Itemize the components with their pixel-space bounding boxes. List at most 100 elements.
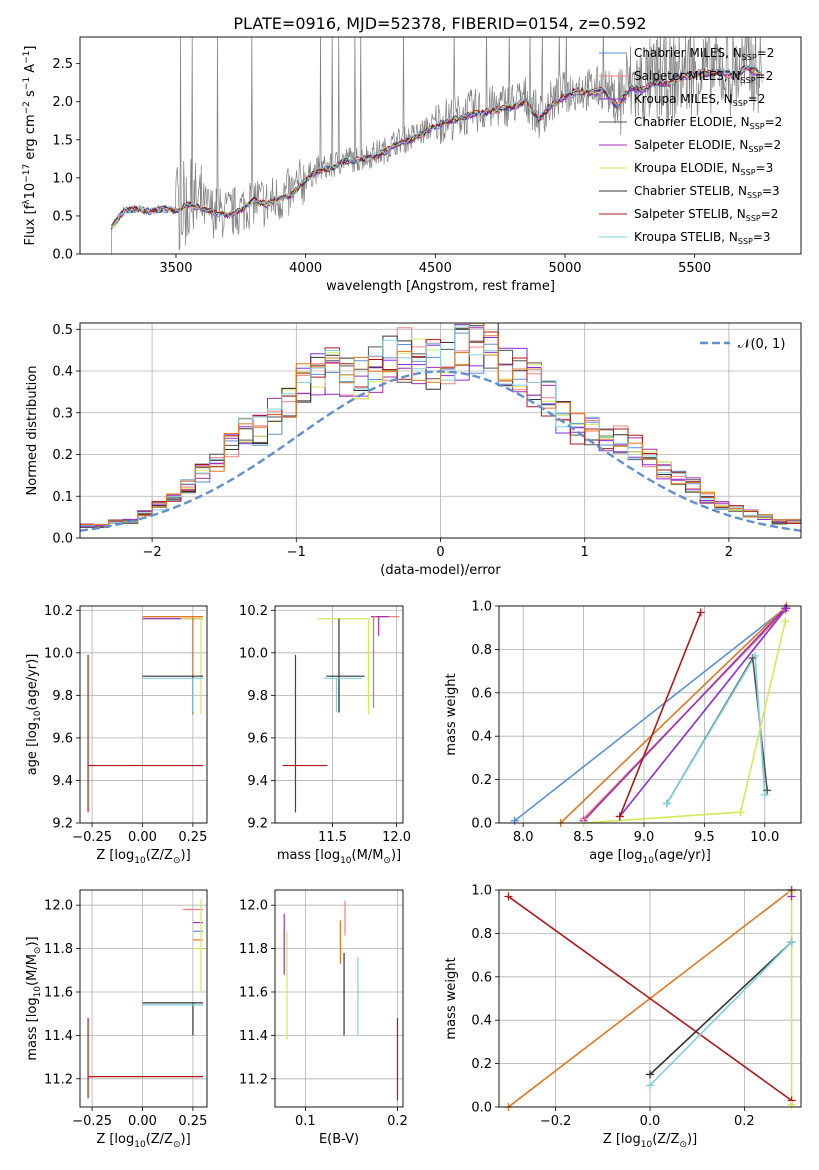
x-axis-label: wavelength [Angstrom, rest frame]: [326, 279, 555, 294]
panel-weight-vs-age: 8.0 8.5 9.0 9.5 10.0 0.0 0.2 0.4 0.6 0.8 1.0 age [l…: [444, 600, 802, 866]
y-tick-label: 0.5: [52, 323, 73, 338]
x-tick-label: 1: [581, 545, 589, 560]
y-axis-label: Normed distribution: [25, 366, 40, 496]
weight-marker: [736, 808, 745, 817]
y-axis-label: mass weight: [444, 673, 459, 755]
weight-line: [514, 607, 786, 822]
y-tick-label: 0.5: [52, 209, 73, 224]
weight-marker: [781, 617, 790, 626]
y-tick-label: 0.1: [52, 490, 73, 505]
y-tick-label: 9.8: [52, 689, 73, 704]
x-tick-label: 8.5: [573, 830, 594, 845]
legend-entry: Kroupa ELODIE, NSSP=3: [634, 161, 773, 177]
y-tick-label: 0.3: [52, 406, 73, 421]
y-tick-label: 0.0: [52, 532, 73, 547]
weight-marker: [615, 812, 624, 821]
y-tick-label: 9.4: [247, 774, 268, 789]
x-tick-label: 5500: [678, 261, 711, 276]
observed-spectrum: [111, 37, 763, 254]
panel-weight-vs-Z: −0.2 0.0 0.2 0.0 0.2 0.4 0.6 0.8 1.0 Z [log10(Z/Z…: [444, 884, 802, 1150]
y-axis-label: age [log10(age/yr)]: [25, 654, 43, 776]
axes-frame: [79, 605, 208, 824]
y-tick-label: 0.6: [471, 686, 492, 701]
y-tick-label: 11.2: [239, 1072, 268, 1087]
y-tick-label: 2.0: [52, 95, 73, 110]
axes-frame: [274, 605, 404, 824]
x-axis-label: Z [log10(Z/Z⊙)]: [96, 848, 190, 866]
y-tick-label: 9.2: [52, 817, 73, 832]
x-tick-label: 0.1: [295, 1114, 316, 1129]
y-tick-label: 0.4: [471, 1014, 492, 1029]
gaussian-curve: [80, 370, 801, 532]
x-tick-label: 10.0: [750, 830, 779, 845]
panel-spectrum: 3500 4000 4500 5000 5500 0.0 0.5 1.0 1.5 2.0 2.5 wa…: [22, 36, 802, 294]
plot-area: [80, 323, 801, 532]
legend-entry: 𝒩(0, 1): [738, 337, 785, 352]
y-tick-label: 12.0: [44, 899, 73, 914]
legend-entry: Chabrier MILES, NSSP=2: [634, 46, 774, 62]
panel-mass-vs-Z: −0.25 0.00 0.25 11.2 11.4 11.6 11.8 12.0 Z [log1…: [25, 889, 208, 1150]
y-axis-label: mass weight: [444, 957, 459, 1039]
x-tick-label: −2: [143, 545, 162, 560]
weight-marker: [760, 790, 769, 799]
y-tick-label: 11.4: [239, 1029, 268, 1044]
weight-marker: [662, 799, 671, 808]
x-tick-label: 9.0: [634, 830, 655, 845]
weight-marker: [782, 604, 791, 613]
x-axis-label: (data-model)/error: [380, 563, 501, 578]
y-tick-label: 10.2: [44, 604, 73, 619]
weight-marker: [504, 892, 513, 901]
x-axis-label: Z [log10(Z/Z⊙)]: [96, 1132, 190, 1150]
y-tick-label: 0.8: [471, 643, 492, 658]
x-tick-label: 0.25: [178, 1114, 207, 1129]
x-tick-label: 12.0: [382, 830, 411, 845]
weight-marker: [510, 816, 519, 825]
x-axis-label: Z [log10(Z/Z⊙)]: [603, 1132, 697, 1150]
panel-age-vs-mass: 11.5 12.0 9.2 9.4 9.6 9.8 10.0 10.2 mass [log10(…: [239, 604, 411, 866]
weight-line: [583, 607, 786, 822]
y-tick-label: 0.0: [471, 1101, 492, 1116]
weight-line: [619, 612, 702, 817]
y-axis-label: mass [log10(M/M⊙)]: [25, 936, 43, 1060]
x-tick-label: 8.0: [513, 830, 534, 845]
legend-entry: Kroupa STELIB, NSSP=3: [634, 230, 771, 246]
plot-area: [282, 616, 400, 813]
figure-title: PLATE=0916, MJD=52378, FIBERID=0154, z=0…: [233, 14, 646, 33]
y-tick-label: 1.0: [52, 171, 73, 186]
y-tick-label: 11.6: [44, 985, 73, 1000]
axes-frame: [274, 889, 404, 1108]
legend-entry: Salpeter ELODIE, NSSP=2: [634, 138, 781, 154]
y-tick-label: 10.0: [44, 646, 73, 661]
legend-entry: Chabrier STELIB, NSSP=3: [634, 184, 780, 200]
legend-entry: Salpeter STELIB, NSSP=2: [634, 207, 778, 223]
y-tick-label: 0.6: [471, 970, 492, 985]
axes-frame: [79, 36, 802, 255]
y-tick-label: 0.0: [471, 817, 492, 832]
plot-area: [87, 616, 203, 813]
y-tick-label: 9.4: [52, 774, 73, 789]
y-tick-label: 0.0: [52, 248, 73, 263]
panel-age-vs-Z: −0.25 0.00 0.25 9.2 9.4 9.6 9.8 10.0 10.2 Z [log1…: [25, 604, 208, 866]
weight-marker: [696, 608, 705, 617]
axes-frame: [79, 889, 208, 1108]
y-tick-label: 1.0: [471, 884, 492, 899]
weight-line: [507, 895, 793, 1102]
x-tick-label: 4000: [289, 261, 322, 276]
y-tick-label: 1.0: [471, 600, 492, 615]
weight-marker: [787, 1100, 796, 1109]
plot-area: [110, 37, 763, 254]
x-axis-label: age [log10(age/yr)]: [589, 848, 711, 866]
legend-entry: Salpeter MILES, NSSP=2: [634, 69, 773, 85]
y-tick-label: 12.0: [239, 899, 268, 914]
y-tick-label: 0.8: [471, 927, 492, 942]
y-tick-label: 0.2: [471, 1057, 492, 1072]
panel-mass-vs-EBV: 0.1 0.2 11.2 11.4 11.6 11.8 12.0 E(B-V): [239, 889, 408, 1147]
weight-marker: [751, 651, 760, 660]
y-tick-label: 11.2: [44, 1072, 73, 1087]
x-tick-label: 11.5: [318, 830, 347, 845]
x-tick-label: −0.25: [72, 1114, 112, 1129]
weight-line: [560, 606, 788, 823]
panel-residuals: −2 −1 0 1 2 0.0 0.1 0.2 0.3 0.4 0.5 (data-model)/er…: [25, 322, 802, 578]
x-tick-label: −0.25: [72, 830, 112, 845]
